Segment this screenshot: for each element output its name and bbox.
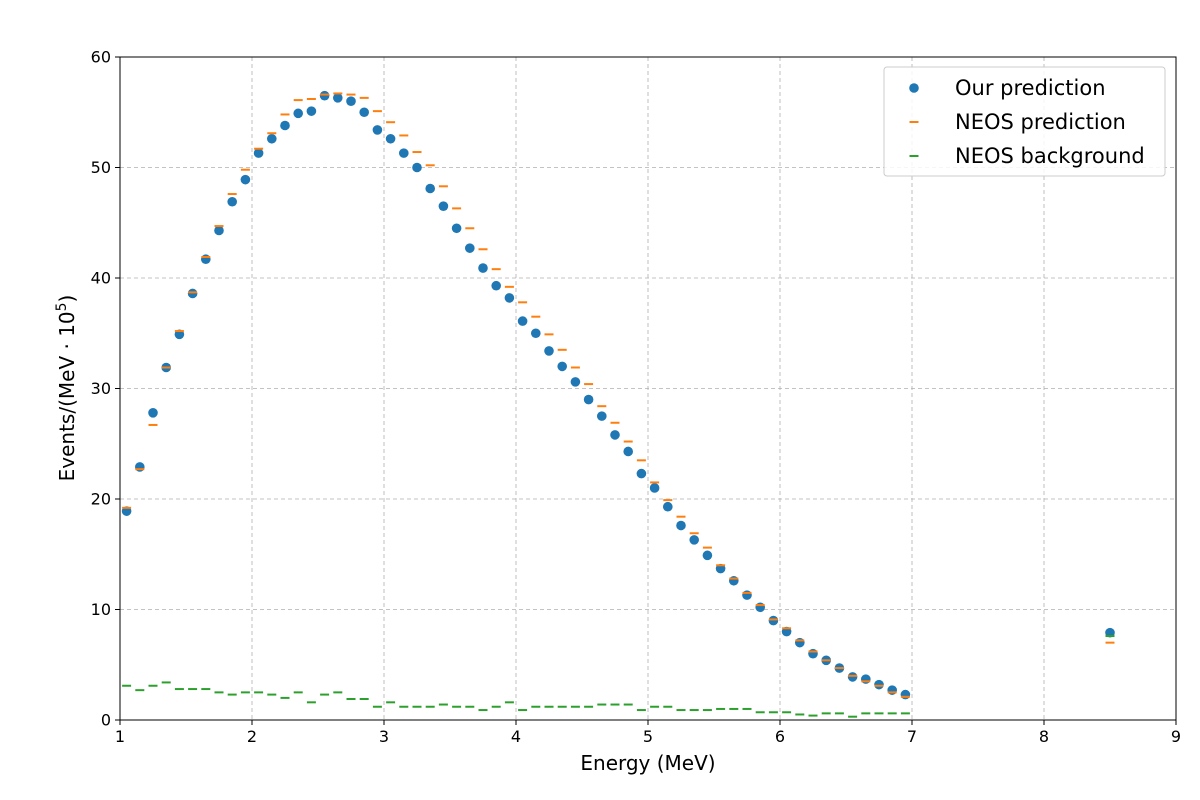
data-point [135,462,145,472]
data-point [333,93,343,103]
data-point [861,674,871,684]
x-tick-label: 3 [379,727,389,746]
data-point [874,679,884,690]
x-tick-label: 1 [115,727,125,746]
x-axis-title: Energy (MeV) [580,751,715,775]
legend-label: NEOS prediction [955,110,1126,134]
data-point [227,196,237,207]
data-point [280,120,290,131]
data-point [676,520,686,531]
data-point [438,201,449,211]
data-point [267,133,277,144]
data-point [768,615,779,626]
legend: Our prediction NEOS prediction NEOS backgr… [883,66,1166,177]
x-tick-label: 2 [247,727,257,746]
data-point [570,377,581,387]
legend-label: NEOS background [955,144,1145,168]
data-point [372,125,383,135]
data-point [847,672,858,682]
data-point [623,446,633,457]
x-tick-label: 7 [907,727,917,746]
data-point [491,280,502,291]
data-point [557,361,567,372]
series-3 [122,635,1115,718]
series-2 [122,92,1115,698]
legend-box [883,66,1166,177]
legend-marker [909,83,919,93]
y-tick-label: 50 [91,158,111,177]
data-point [887,685,897,695]
data-point [346,96,356,106]
data-point [636,468,647,479]
data-point [900,689,911,700]
data-point [201,254,211,265]
data-point [610,430,620,440]
data-point [583,394,594,405]
data-point [808,648,818,659]
legend-entries: Our prediction NEOS prediction NEOS backgr… [909,76,1145,168]
tick-layer: 1 2 3 4 5 6 7 8 9 0 10 20 30 40 50 60 [91,48,1181,747]
y-axis-title-exponent: 5 [54,302,70,311]
x-tick-label: 6 [775,727,785,746]
data-point [359,107,370,118]
data-point [425,183,436,194]
data-point [729,575,739,586]
data-point [517,316,528,326]
y-axis-title: Events/(MeV · 105) [54,295,79,482]
data-point [412,162,422,173]
data-point [755,602,765,613]
data-point [465,243,475,253]
data-point [399,148,409,158]
y-tick-label: 20 [91,490,111,509]
data-point [531,328,541,339]
legend-label: Our prediction [955,76,1106,100]
data-point [214,225,224,236]
y-tick-label: 10 [91,600,111,619]
y-tick-label: 60 [91,48,111,67]
data-point [253,148,264,158]
y-tick-label: 0 [101,711,111,730]
y-axis-title-prefix: Events/(MeV · 10 [55,311,79,481]
data-point [187,288,198,299]
data-point [240,174,251,185]
y-axis-title-suffix: ) [55,295,79,303]
data-point [306,106,317,116]
x-tick-label: 4 [511,727,521,746]
x-tick-label: 5 [643,727,653,746]
data-point [319,90,330,101]
data-point [293,108,304,119]
series-1 [121,90,1115,700]
data-point [663,501,673,512]
data-point [385,133,396,144]
data-point [148,408,158,418]
data-point [702,550,713,561]
x-tick-label: 9 [1171,727,1181,746]
data-point [597,411,607,421]
series-layer [121,90,1115,718]
y-tick-label: 40 [91,269,111,288]
x-tick-label: 8 [1039,727,1049,746]
data-point [504,293,515,303]
data-point [478,263,488,273]
data-point [649,483,660,493]
data-point [544,346,554,356]
data-point [742,590,752,600]
y-tick-label: 30 [91,379,111,398]
data-point [451,223,462,234]
data-point [689,535,699,545]
data-point [795,637,805,648]
